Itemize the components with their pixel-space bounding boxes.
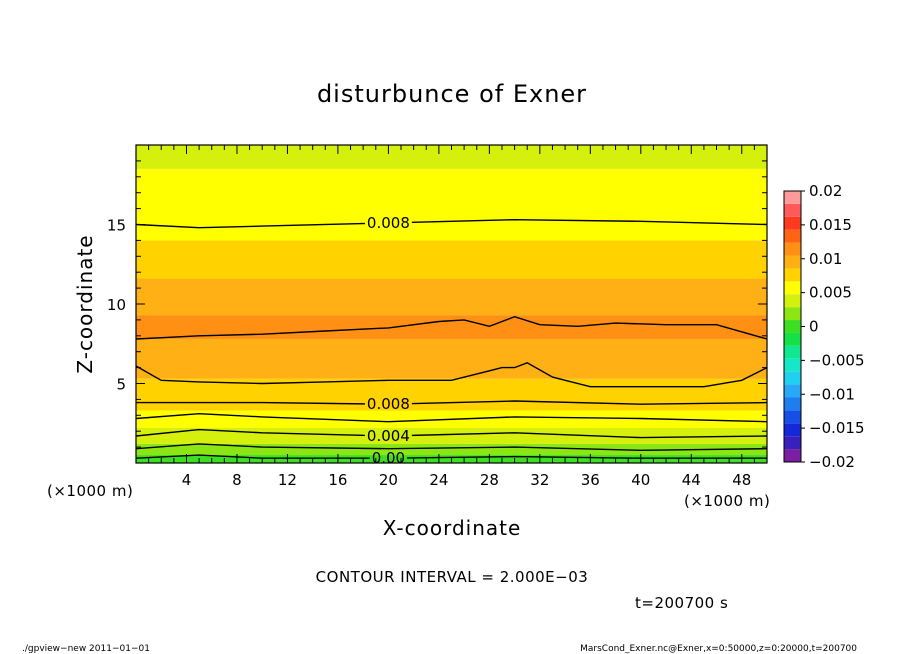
x-tick-label: 44 (682, 471, 701, 489)
colorbar-swatch-6 (784, 371, 801, 385)
contour-label-gap-3 (364, 402, 412, 406)
colorbar-swatch-5 (784, 384, 801, 398)
colorbar-swatch-15 (784, 255, 801, 269)
x-tick-label: 32 (530, 471, 549, 489)
contour-band-4 (136, 378, 767, 411)
contour-label-gap-5 (364, 434, 412, 438)
colorbar-swatch-9 (784, 332, 801, 346)
colorbar-swatch-17 (784, 229, 801, 243)
contour-line-1 (135, 315, 768, 340)
contour-line-3 (136, 400, 768, 405)
x-tick-label: 20 (379, 471, 398, 489)
contour-line-2 (135, 362, 768, 388)
colorbar-tick-label: 0 (809, 318, 819, 336)
colorbar-swatch-10 (784, 320, 801, 333)
contour-label-3: 0.008 (367, 395, 410, 413)
colorbar-swatch-20 (784, 191, 801, 204)
contour-band-9 (136, 168, 767, 241)
contour-band-5 (136, 338, 767, 379)
contour-interval-note: CONTOUR INTERVAL = 2.000E−03 (316, 568, 589, 586)
x-tick-label: 24 (429, 471, 448, 489)
x-ticks: 4 8 12 16 20 24 28 32 36 40 44 48 (135, 145, 768, 489)
colorbar-tick-label: 0.02 (809, 182, 842, 200)
contour-band-2 (136, 428, 767, 444)
contour-band-8 (136, 240, 767, 279)
y-tick-label: 15 (107, 217, 126, 235)
x-tick-label: 40 (631, 471, 650, 489)
contour-label-0: 0.008 (367, 214, 410, 232)
colorbar-swatch-12 (784, 294, 801, 308)
colorbar-swatch-13 (784, 281, 801, 295)
y-tick-label: 5 (116, 376, 126, 394)
colorbar-swatch-8 (784, 345, 801, 359)
x-tick-label: 4 (182, 471, 192, 489)
colorbar-tick-label: −0.01 (809, 385, 855, 403)
time-annotation: t=200700 s (635, 594, 728, 612)
x-unit-left: (×1000 m) (47, 482, 133, 500)
contour-band-1 (136, 443, 767, 456)
contour-label-gap-0 (364, 221, 412, 225)
colorbar-swatch-4 (784, 397, 801, 411)
colorbar-tick-label: −0.005 (809, 351, 865, 369)
x-tick-label: 12 (278, 471, 297, 489)
footer-right: MarsCond_Exner.nc@Exner,x=0:50000,z=0:20… (580, 644, 857, 654)
x-tick-label: 36 (581, 471, 600, 489)
contour-band-7 (136, 278, 767, 316)
x-tick-label: 28 (480, 471, 499, 489)
x-tick-label: 48 (732, 471, 751, 489)
colorbar-tick-label: −0.015 (809, 419, 865, 437)
contour-band-10 (136, 145, 767, 169)
x-axis-label: X-coordinate (383, 516, 522, 540)
colorbar-tick-label: 0.01 (809, 250, 842, 268)
x-tick-label: 16 (328, 471, 347, 489)
colorbar-swatch-18 (784, 216, 801, 230)
colorbar-swatch-11 (784, 307, 801, 321)
colorbar-tick-label: −0.02 (809, 453, 855, 471)
colorbar-swatch-0 (784, 449, 801, 462)
x-unit-right: (×1000 m) (684, 492, 770, 510)
colorbar: 0.02 0.015 0.01 0.005 0 −0.005 −0.01 −0.015 −0.0… (783, 182, 865, 471)
colorbar-swatch-19 (784, 203, 801, 217)
colorbar-tick-label: 0.015 (809, 216, 852, 234)
y-tick-label: 10 (107, 296, 126, 314)
colorbar-tick-label: 0.005 (809, 284, 852, 302)
colorbar-swatch-7 (784, 358, 801, 372)
colorbar-swatch-1 (784, 436, 801, 450)
contour-line-6 (135, 443, 768, 452)
colorbar-swatch-14 (784, 268, 801, 282)
x-tick-label: 8 (232, 471, 242, 489)
y-ticks: 5 10 15 (107, 144, 767, 464)
colorbar-swatch-16 (784, 242, 801, 256)
colorbar-swatch-2 (784, 423, 801, 437)
contour-line-4 (135, 412, 768, 423)
y-axis-label: Z-coordinate (73, 234, 97, 373)
footer-left: ./gpview−new 2011−01−01 (22, 644, 150, 654)
chart-title: disturbunce of Exner (317, 80, 587, 108)
colorbar-swatch-3 (784, 410, 801, 424)
contour-label-5: 0.004 (367, 427, 410, 445)
